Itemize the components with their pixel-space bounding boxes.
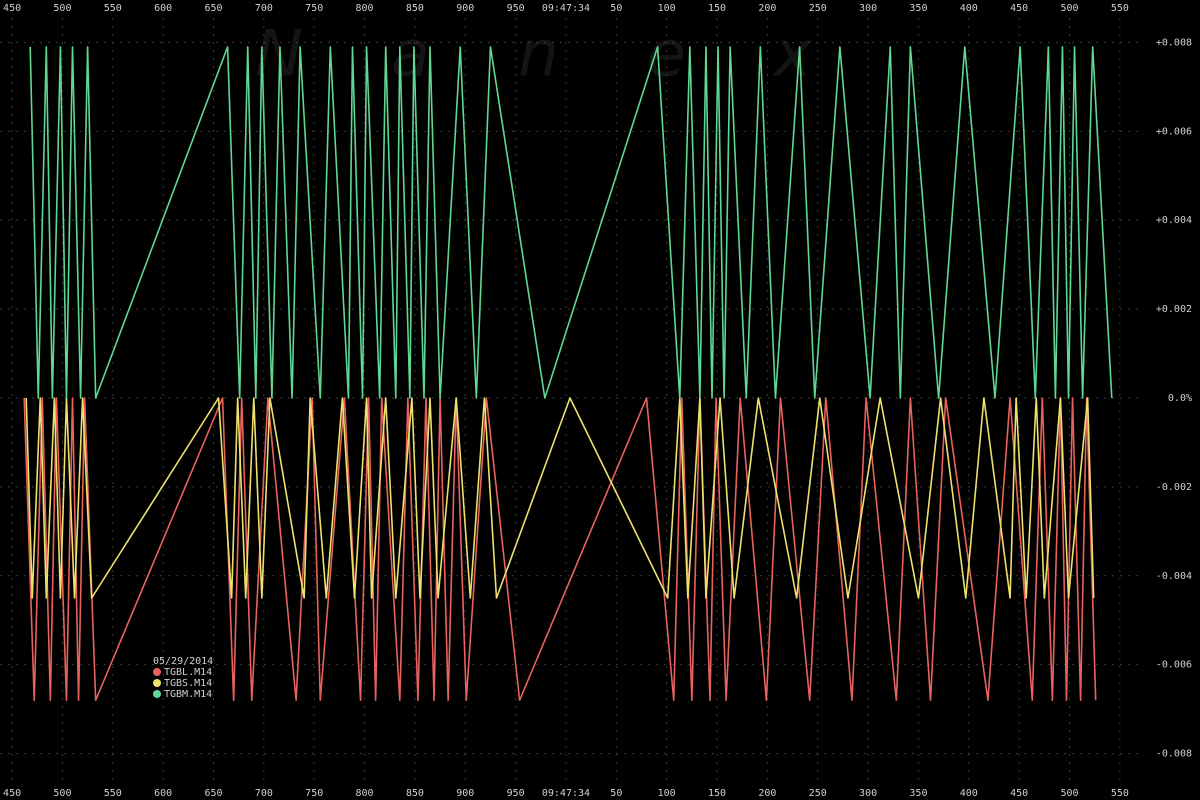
y-tick-label: 0.0% xyxy=(1168,393,1192,404)
x-tick-label: 50 xyxy=(610,3,622,14)
x-tick-label: 450 xyxy=(3,3,21,14)
x-tick-label: 850 xyxy=(406,788,424,799)
x-tick-label: 200 xyxy=(758,788,776,799)
x-tick-label: 400 xyxy=(960,788,978,799)
x-tick-label: 600 xyxy=(154,788,172,799)
x-tick-label: 250 xyxy=(809,3,827,14)
x-tick-label: 550 xyxy=(1111,788,1129,799)
x-tick-label: 750 xyxy=(305,788,323,799)
x-tick-label: 500 xyxy=(53,788,71,799)
x-tick-label: 150 xyxy=(708,3,726,14)
x-tick-label: 900 xyxy=(456,3,474,14)
x-tick-label: 650 xyxy=(204,3,222,14)
x-tick-label: 350 xyxy=(909,3,927,14)
x-tick-label: 09:47:34 xyxy=(542,788,590,799)
x-tick-label: 550 xyxy=(104,3,122,14)
x-tick-label: 450 xyxy=(1010,3,1028,14)
x-tick-label: 800 xyxy=(356,3,374,14)
y-tick-label: -0.006 xyxy=(1156,660,1192,671)
x-tick-label: 500 xyxy=(1060,788,1078,799)
y-tick-label: +0.008 xyxy=(1156,37,1192,48)
y-tick-label: +0.006 xyxy=(1156,126,1192,137)
x-tick-label: 250 xyxy=(809,788,827,799)
x-tick-label: 350 xyxy=(909,788,927,799)
x-tick-label: 450 xyxy=(1010,788,1028,799)
x-tick-label: 650 xyxy=(204,788,222,799)
x-tick-label: 550 xyxy=(104,788,122,799)
legend-title: 05/29/2014 xyxy=(153,656,213,667)
y-tick-label: +0.004 xyxy=(1156,215,1192,226)
axes: 450 450 500 500 550 550 600 600 650 650 700 700 750 7… xyxy=(3,3,1192,799)
x-tick-label: 750 xyxy=(305,3,323,14)
x-tick-label: 700 xyxy=(255,788,273,799)
legend-label: TGBM.M14 xyxy=(164,689,212,700)
x-tick-label: 850 xyxy=(406,3,424,14)
legend-label: TGBS.M14 xyxy=(164,678,212,689)
x-tick-label: 800 xyxy=(356,788,374,799)
x-tick-label: 09:47:34 xyxy=(542,3,590,14)
plot xyxy=(23,46,1113,702)
x-tick-label: 50 xyxy=(610,788,622,799)
x-tick-label: 900 xyxy=(456,788,474,799)
y-tick-label: -0.008 xyxy=(1156,749,1192,760)
y-tick-label: -0.004 xyxy=(1156,571,1192,582)
legend-label: TGBL.M14 xyxy=(164,667,212,678)
x-tick-label: 150 xyxy=(708,788,726,799)
x-tick-label: 100 xyxy=(658,3,676,14)
legend-swatch xyxy=(153,679,161,687)
x-tick-label: 400 xyxy=(960,3,978,14)
series-line xyxy=(29,46,1113,399)
x-tick-label: 200 xyxy=(758,3,776,14)
x-tick-label: 950 xyxy=(507,3,525,14)
x-tick-label: 600 xyxy=(154,3,172,14)
x-tick-label: 300 xyxy=(859,788,877,799)
y-tick-label: -0.002 xyxy=(1156,482,1192,493)
x-tick-label: 950 xyxy=(507,788,525,799)
x-tick-label: 700 xyxy=(255,3,273,14)
x-tick-label: 450 xyxy=(3,788,21,799)
legend-swatch xyxy=(153,690,161,698)
x-tick-label: 500 xyxy=(53,3,71,14)
x-tick-label: 300 xyxy=(859,3,877,14)
y-tick-label: +0.002 xyxy=(1156,304,1192,315)
legend-swatch xyxy=(153,668,161,676)
x-tick-label: 550 xyxy=(1111,3,1129,14)
x-tick-label: 100 xyxy=(658,788,676,799)
series-line xyxy=(25,397,1095,599)
x-tick-label: 500 xyxy=(1060,3,1078,14)
